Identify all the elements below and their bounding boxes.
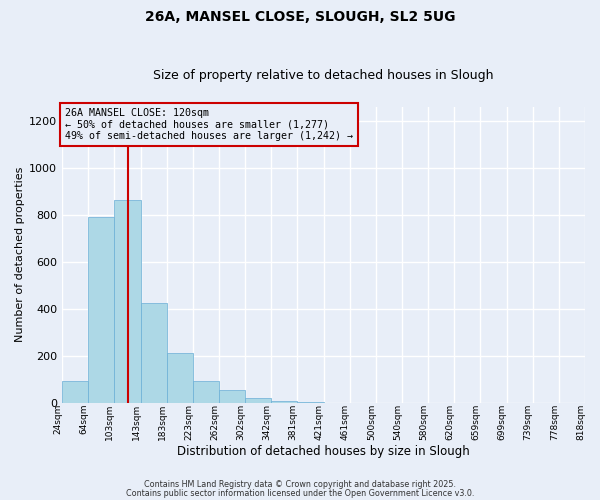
Bar bbox=[219, 390, 245, 402]
Title: Size of property relative to detached houses in Slough: Size of property relative to detached ho… bbox=[154, 69, 494, 82]
Text: Contains HM Land Registry data © Crown copyright and database right 2025.: Contains HM Land Registry data © Crown c… bbox=[144, 480, 456, 489]
Text: Contains public sector information licensed under the Open Government Licence v3: Contains public sector information licen… bbox=[126, 488, 474, 498]
Text: 26A, MANSEL CLOSE, SLOUGH, SL2 5UG: 26A, MANSEL CLOSE, SLOUGH, SL2 5UG bbox=[145, 10, 455, 24]
Bar bbox=[115, 200, 140, 402]
Bar bbox=[62, 382, 88, 402]
Bar bbox=[140, 303, 167, 402]
Bar bbox=[245, 398, 271, 402]
Text: 26A MANSEL CLOSE: 120sqm
← 50% of detached houses are smaller (1,277)
49% of sem: 26A MANSEL CLOSE: 120sqm ← 50% of detach… bbox=[65, 108, 353, 142]
Bar bbox=[193, 382, 219, 402]
Bar bbox=[88, 217, 115, 402]
Bar bbox=[167, 354, 193, 403]
X-axis label: Distribution of detached houses by size in Slough: Distribution of detached houses by size … bbox=[177, 444, 470, 458]
Y-axis label: Number of detached properties: Number of detached properties bbox=[15, 167, 25, 342]
